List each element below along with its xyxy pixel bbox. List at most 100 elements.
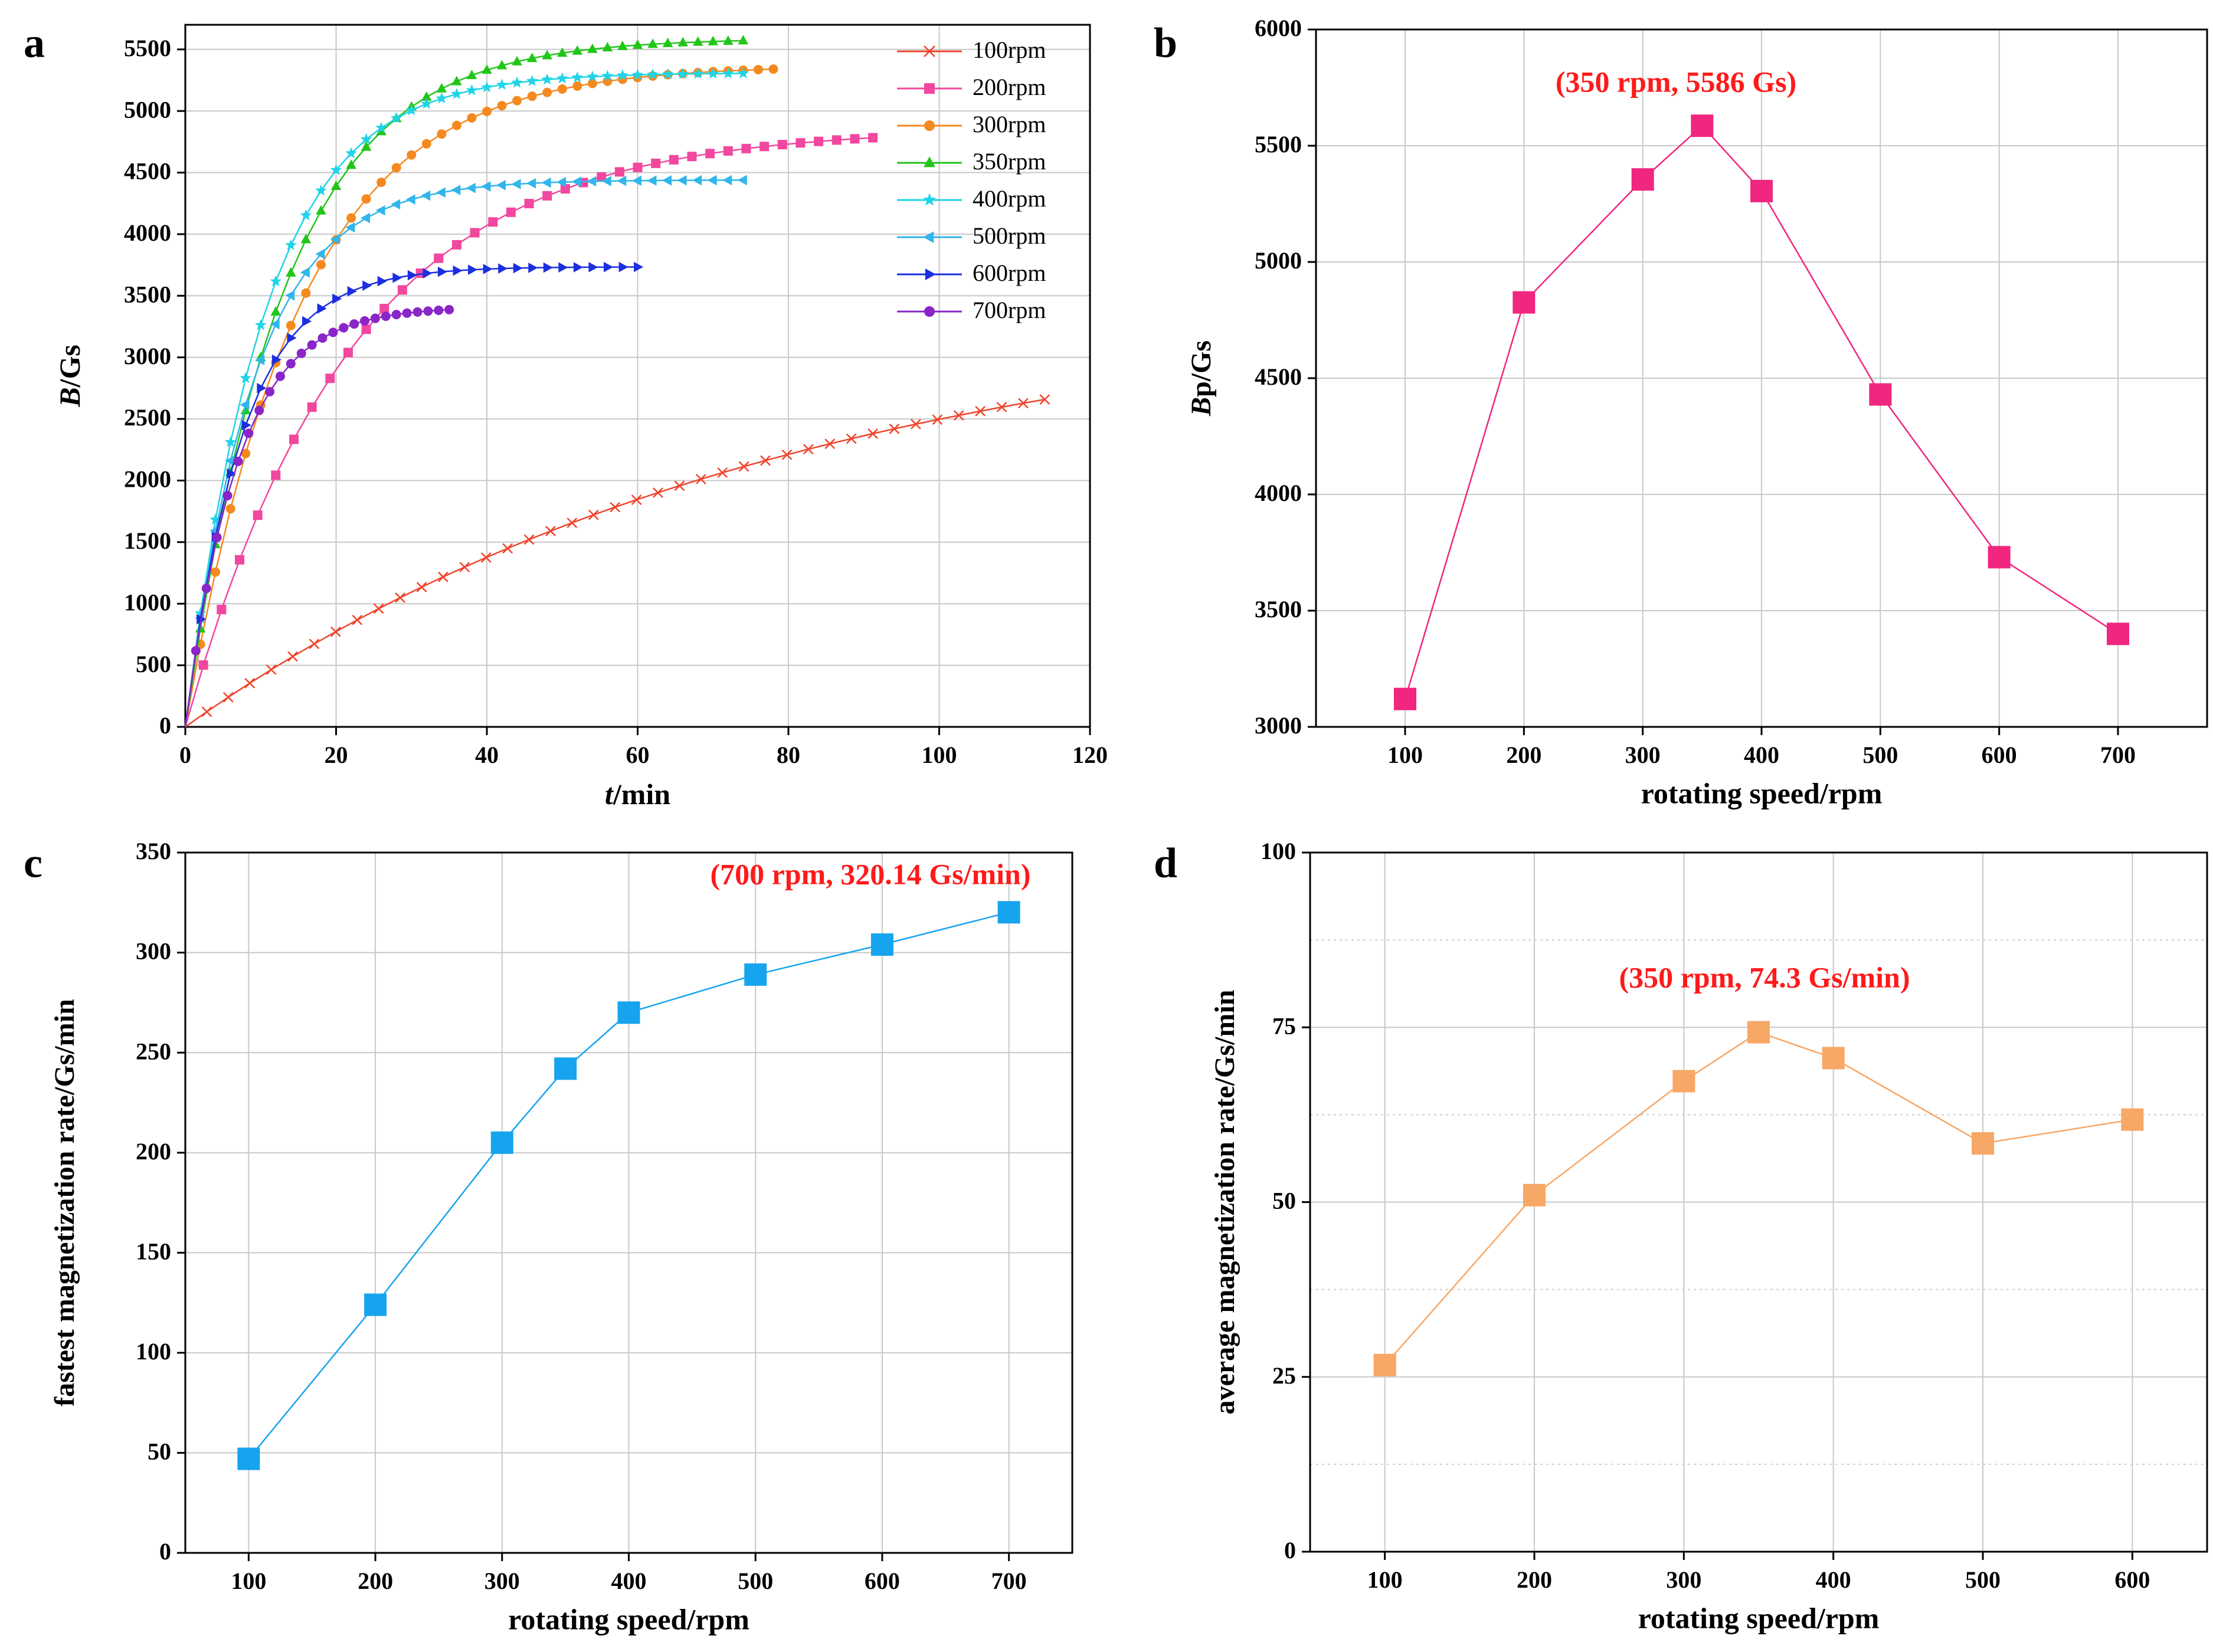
x-axis-label: rotating speed/rpm <box>1641 776 1883 809</box>
data-point <box>618 261 628 273</box>
y-tick-label: 500 <box>136 651 171 677</box>
data-point <box>352 614 363 625</box>
data-point <box>526 74 538 86</box>
legend-marker <box>924 120 935 131</box>
data-point <box>345 147 357 159</box>
data-point <box>253 510 263 520</box>
legend-marker <box>924 306 935 317</box>
data-point <box>381 312 391 322</box>
data-point <box>1039 394 1050 405</box>
data-point <box>416 582 427 592</box>
data-point <box>436 187 446 198</box>
data-point <box>850 134 860 144</box>
data-point <box>1018 398 1029 409</box>
data-point <box>271 470 281 480</box>
x-tick-label: 40 <box>475 742 499 768</box>
legend-marker <box>924 45 935 57</box>
y-tick-label: 100 <box>1261 838 1296 864</box>
x-tick-label: 300 <box>484 1568 520 1594</box>
data-point <box>512 55 522 65</box>
data-point <box>255 355 265 365</box>
y-tick-label: 6000 <box>1255 15 1302 41</box>
data-point <box>617 40 628 50</box>
data-point <box>560 184 570 194</box>
data-point <box>617 1001 640 1024</box>
data-point <box>270 319 280 330</box>
data-point <box>436 83 447 93</box>
data-point <box>254 405 264 415</box>
y-tick-label: 150 <box>136 1238 171 1264</box>
data-point <box>526 53 538 63</box>
data-point <box>391 310 401 320</box>
y-tick-label: 5000 <box>1255 247 1302 274</box>
y-axis-label: B/Gs <box>53 345 86 408</box>
data-point <box>687 152 697 162</box>
data-point <box>346 159 356 169</box>
data-point <box>647 68 659 80</box>
data-point <box>437 129 447 139</box>
series-300rpm <box>184 64 778 727</box>
legend-label: 500rpm <box>973 222 1046 249</box>
data-point <box>201 584 211 594</box>
data-point <box>760 455 771 466</box>
series-line <box>185 398 1045 728</box>
series-500rpm <box>184 175 747 727</box>
data-point <box>695 474 706 484</box>
data-point <box>407 150 417 160</box>
x-tick-label: 400 <box>1744 742 1779 768</box>
data-point <box>846 433 857 444</box>
data-point <box>377 276 387 287</box>
data-point <box>2121 1108 2144 1131</box>
x-tick-label: 200 <box>1506 742 1541 768</box>
data-point <box>405 104 418 116</box>
data-point <box>302 316 312 327</box>
x-tick-label: 0 <box>179 742 191 768</box>
x-tick-label: 100 <box>231 1568 266 1594</box>
y-tick-label: 250 <box>136 1038 171 1064</box>
data-point <box>601 70 614 81</box>
data-point <box>466 182 476 194</box>
data-point <box>309 638 320 650</box>
data-point <box>225 455 235 466</box>
data-point <box>777 140 787 150</box>
data-point <box>392 273 402 283</box>
data-point <box>488 217 498 227</box>
y-tick-label: 3000 <box>1255 712 1302 739</box>
data-point <box>234 555 244 565</box>
annotation: (350 rpm, 74.3 Gs/min) <box>1619 961 1910 994</box>
data-point <box>527 91 537 101</box>
data-point <box>708 35 719 45</box>
legend-label: 600rpm <box>973 260 1046 286</box>
panel-label: a <box>24 19 45 67</box>
series-600rpm <box>184 261 644 727</box>
data-point <box>723 146 733 156</box>
y-axis-label: Bp/Gs <box>1186 340 1217 417</box>
data-point <box>541 73 554 85</box>
data-point <box>1523 1184 1546 1207</box>
y-tick-label: 200 <box>136 1138 171 1165</box>
x-tick-label: 500 <box>1862 742 1898 768</box>
data-point <box>557 84 567 94</box>
data-point <box>434 305 444 315</box>
data-point <box>285 239 297 251</box>
x-tick-label: 400 <box>611 1568 647 1594</box>
data-point <box>572 45 583 55</box>
data-point <box>588 509 599 520</box>
data-point <box>349 319 359 329</box>
data-point <box>459 562 470 573</box>
data-point <box>768 64 778 74</box>
data-point <box>831 135 842 145</box>
legend-label: 100rpm <box>973 37 1046 63</box>
x-tick-label: 600 <box>1982 742 2017 768</box>
x-tick-label: 600 <box>2114 1566 2150 1593</box>
data-point <box>451 76 462 86</box>
data-point <box>677 68 689 79</box>
data-point <box>707 67 719 79</box>
x-tick-label: 300 <box>1666 1566 1701 1593</box>
data-point <box>1373 1353 1396 1376</box>
data-point <box>567 517 578 528</box>
data-point <box>451 240 461 250</box>
data-point <box>360 316 370 326</box>
data-point <box>270 275 282 287</box>
data-point <box>889 423 900 434</box>
